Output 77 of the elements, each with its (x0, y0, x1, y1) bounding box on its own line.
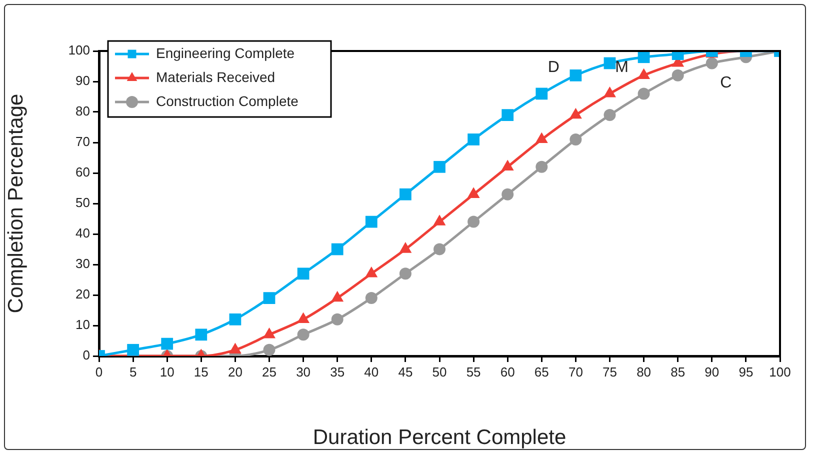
point (468, 216, 480, 228)
point (263, 292, 276, 304)
y-tick-label: 60 (76, 164, 90, 180)
y-tick-label: 80 (76, 104, 90, 119)
x-tick-label: 25 (262, 364, 276, 380)
point (331, 313, 344, 326)
point (331, 290, 344, 302)
point (672, 69, 684, 82)
x-tick-label: 50 (432, 364, 447, 380)
point (297, 312, 310, 323)
point (263, 327, 276, 338)
point (228, 342, 242, 354)
x-tick-label: 0 (95, 364, 103, 380)
point (570, 69, 582, 82)
point (365, 292, 378, 304)
annotation: C (720, 74, 732, 92)
x-tick-label: 10 (160, 364, 174, 380)
point (229, 313, 242, 326)
point (195, 328, 208, 341)
x-tick-label: 75 (602, 364, 617, 380)
point (400, 188, 412, 200)
point (434, 243, 446, 256)
point (570, 133, 582, 146)
point (433, 214, 446, 226)
point (365, 266, 378, 278)
point (161, 338, 174, 350)
y-tick-label: 0 (82, 348, 90, 363)
legend-label: Materials Received (156, 68, 276, 85)
x-tick-label: 100 (769, 364, 791, 380)
y-tick-label: 50 (76, 195, 90, 210)
point (263, 344, 276, 356)
x-tick-label: 85 (670, 364, 686, 380)
x-tick-label: 20 (228, 364, 242, 380)
x-tick-label: 30 (296, 364, 311, 380)
point (502, 188, 514, 200)
x-tick-label: 95 (738, 364, 754, 380)
point (706, 57, 718, 70)
point (399, 268, 412, 280)
x-tick-label: 90 (704, 364, 720, 380)
point (638, 88, 650, 100)
y-tick-label: 20 (76, 286, 90, 302)
y-tick-label: 90 (76, 73, 90, 88)
y-tick-label: 70 (76, 134, 90, 150)
x-tick-label: 15 (194, 364, 208, 380)
y-tick-label: 40 (76, 226, 90, 241)
point (536, 88, 548, 100)
x-tick-label: 5 (129, 364, 137, 380)
point (536, 160, 548, 173)
x-tick-label: 70 (568, 364, 583, 380)
point (604, 57, 616, 70)
annotation: D (548, 58, 560, 76)
point (468, 134, 480, 146)
x-tick-label: 55 (466, 364, 481, 380)
y-tick-label: 30 (76, 256, 90, 272)
x-tick-label: 60 (500, 364, 515, 380)
point (297, 268, 310, 280)
y-axis-title: Completion Percentage (4, 94, 28, 314)
y-tick-label: 10 (76, 317, 90, 332)
legend-label: Engineering Complete (156, 44, 295, 61)
y-tick-label: 100 (68, 42, 90, 58)
x-axis-title: Duration Percent Complete (312, 426, 566, 450)
point (331, 243, 344, 256)
annotation: M (615, 58, 628, 76)
point (604, 109, 616, 122)
point (399, 242, 412, 253)
point (297, 328, 310, 341)
point (434, 160, 446, 173)
x-tick-label: 65 (534, 364, 549, 380)
legend-label: Construction Complete (156, 92, 299, 109)
point (502, 109, 514, 121)
point (638, 51, 650, 64)
x-tick-label: 80 (636, 364, 652, 380)
point (127, 344, 139, 356)
x-tick-label: 35 (330, 364, 345, 380)
x-tick-label: 40 (364, 364, 379, 380)
point (365, 216, 378, 228)
x-tick-label: 45 (398, 364, 413, 380)
